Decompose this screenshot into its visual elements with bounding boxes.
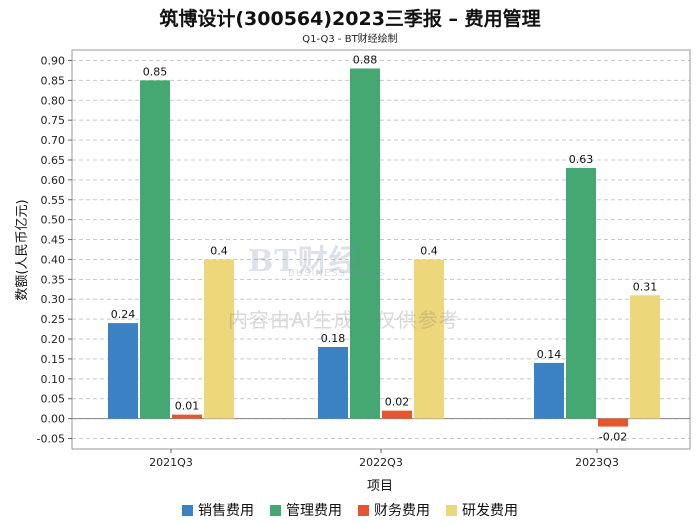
legend-item: 管理费用 <box>270 500 342 520</box>
bar <box>566 167 596 419</box>
y-tick-label: -0.05 <box>37 433 65 446</box>
bar <box>140 80 170 419</box>
y-tick-label: 0.05 <box>41 393 66 406</box>
data-labels: 0.24 0.85 0.01 0.4 0.18 0.88 0.02 0.4 0.14 0.63 -0… <box>111 53 658 443</box>
y-tick-label: 0.75 <box>41 114 66 127</box>
y-tick-label: 0.15 <box>41 353 66 366</box>
y-tick-label: 0.20 <box>41 333 66 346</box>
y-tick-label: 0.35 <box>41 273 66 286</box>
y-axis-title: 数额(人民币亿元) <box>15 199 30 300</box>
legend-swatch <box>446 504 457 516</box>
y-tick-label: 0.00 <box>41 413 66 426</box>
legend-item: 财务费用 <box>358 500 430 520</box>
chart-subtitle: Q1-Q3 - BT财经绘制 <box>302 34 398 45</box>
y-tick-label: 0.65 <box>41 154 66 167</box>
y-tick-label: 0.50 <box>41 214 66 227</box>
y-tick-label: 0.10 <box>41 373 66 386</box>
legend-label: 财务费用 <box>374 503 430 519</box>
legend-label: 研发费用 <box>462 503 518 519</box>
bar <box>108 323 138 419</box>
chart-title: 筑博设计(300564)2023三季报 – 费用管理 <box>159 8 541 30</box>
y-tick-label: 0.45 <box>41 234 66 247</box>
y-tick-label: 0.85 <box>41 74 66 87</box>
x-tick-label: 2023Q3 <box>575 456 619 469</box>
bar <box>318 346 348 419</box>
data-label: 0.4 <box>210 244 228 257</box>
legend-swatch <box>182 504 193 516</box>
legend-swatch <box>270 504 281 516</box>
data-label: 0.31 <box>633 280 658 293</box>
legend-swatch <box>358 504 369 516</box>
bar <box>598 418 628 427</box>
bar <box>172 414 202 419</box>
data-label: 0.4 <box>420 244 438 257</box>
data-label: 0.85 <box>143 65 168 78</box>
y-tick-label: 0.80 <box>41 94 66 107</box>
x-tick-label: 2021Q3 <box>149 456 193 469</box>
legend-item: 研发费用 <box>446 500 518 520</box>
y-tick-label: 0.60 <box>41 174 66 187</box>
y-tick-label: 0.30 <box>41 293 66 306</box>
y-tick-label: 0.40 <box>41 253 66 266</box>
legend: 销售费用 管理费用 财务费用 研发费用 <box>0 500 700 520</box>
y-tick-label: 0.55 <box>41 194 66 207</box>
y-tick-label: 0.25 <box>41 313 66 326</box>
x-axis-title: 项目 <box>367 479 393 494</box>
bar <box>204 259 234 419</box>
data-label: -0.02 <box>599 431 627 444</box>
data-label: 0.24 <box>111 308 136 321</box>
y-tick-label: 0.70 <box>41 134 66 147</box>
y-tick-label: 0.90 <box>41 55 66 68</box>
bar <box>350 68 380 419</box>
data-label: 0.88 <box>353 53 378 66</box>
legend-item: 销售费用 <box>182 500 254 520</box>
data-label: 0.14 <box>537 348 562 361</box>
data-label: 0.18 <box>321 332 346 345</box>
legend-label: 管理费用 <box>286 503 342 519</box>
bars <box>108 68 660 427</box>
legend-label: 销售费用 <box>198 503 254 519</box>
bar <box>534 362 564 419</box>
bar <box>414 259 444 419</box>
data-label: 0.01 <box>175 400 200 413</box>
bar <box>630 295 660 419</box>
data-label: 0.63 <box>569 153 594 166</box>
bar <box>382 410 412 419</box>
data-label: 0.02 <box>385 396 410 409</box>
x-tick-label: 2022Q3 <box>359 456 403 469</box>
